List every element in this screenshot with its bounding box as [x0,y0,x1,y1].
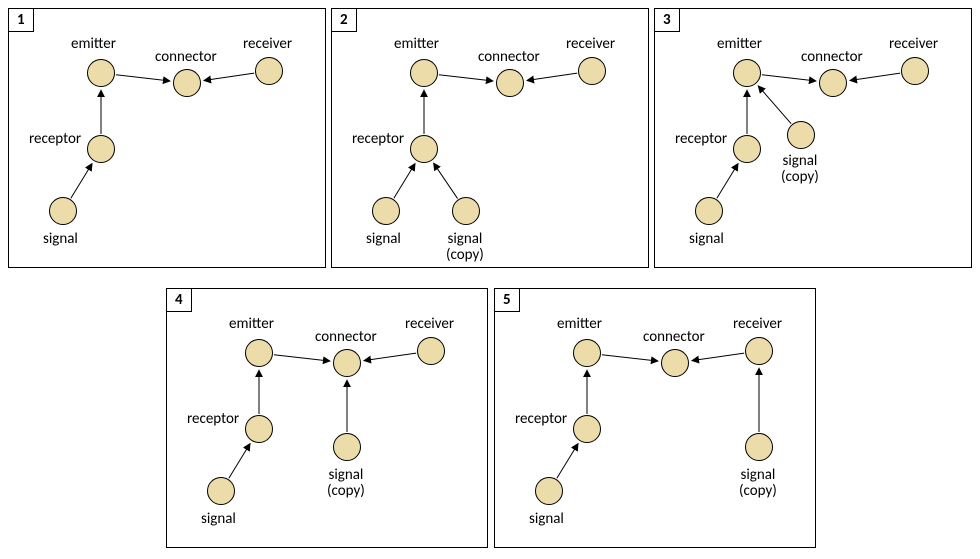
node-receptor [245,415,273,443]
node-emitter [87,59,115,87]
label-receiver: receiver [566,36,615,52]
edge-signal-to-receptor [71,163,92,198]
label-receiver: receiver [405,316,454,332]
label-receptor: receptor [352,131,404,147]
label-connector: connector [315,329,377,345]
edge-emitter-to-connector [274,355,330,361]
node-connector [496,69,524,97]
label-connector: connector [643,329,705,345]
label-signal: signal [529,511,564,527]
edge-signal-to-receptor [394,163,415,198]
panel-1: 1 emitter connector receiver receptor signal [8,8,326,268]
edge-signalcopy-to-receptor [434,163,458,199]
node-receiver [255,57,283,85]
edge-receiver-to-connector [364,353,416,360]
edge-signal-to-receptor [229,443,250,478]
node-signal [207,477,235,505]
node-signalcopy [333,433,361,461]
node-signal [372,197,400,225]
label-signal: signal [201,511,236,527]
node-connector [173,69,201,97]
label-connector: connector [801,49,863,65]
node-emitter [733,59,761,87]
panel-5: 5 emitter connector receiver receptor signal s… [494,288,816,548]
label-signal: signal [689,231,724,247]
label-emitter: emitter [394,36,439,52]
label-connector: connector [478,49,540,65]
node-receiver [745,337,773,365]
node-receiver [417,337,445,365]
panel-number: 1 [9,9,34,32]
label-receiver: receiver [243,36,292,52]
node-receptor [733,135,761,163]
node-connector [661,349,689,377]
node-connector [333,349,361,377]
node-receiver [578,57,606,85]
edge-emitter-to-connector [116,75,170,81]
label-connector: connector [155,49,217,65]
edge-emitter-to-connector [439,75,493,81]
label-signalcopy: signal (copy) [446,231,484,263]
label-receptor: receptor [675,131,727,147]
edge-emitter-to-connector [602,355,658,361]
label-signal: signal [366,231,401,247]
node-signal [535,477,563,505]
panel-4: 4 emitter connector receiver receptor signal s… [166,288,488,548]
panel-number: 5 [495,289,520,312]
label-emitter: emitter [717,36,762,52]
edge-signal-to-receptor [717,163,738,198]
edge-receiver-to-connector [850,73,900,80]
edge-receiver-to-connector [527,73,577,80]
edge-receiver-to-connector [692,353,744,360]
node-signalcopy [787,121,815,149]
node-emitter [245,339,273,367]
node-receiver [901,57,929,85]
label-receiver: receiver [889,36,938,52]
node-signal [49,197,77,225]
panel-number: 4 [167,289,192,312]
edge-emitter-to-connector [762,75,816,81]
node-emitter [410,59,438,87]
node-receptor [573,415,601,443]
label-emitter: emitter [557,316,602,332]
panel-number: 3 [655,9,680,32]
label-receptor: receptor [515,411,567,427]
node-signalcopy [452,197,480,225]
label-receptor: receptor [187,411,239,427]
panel-2: 2 emitter connector receiver receptor signal s… [331,8,649,268]
edge-receiver-to-connector [204,73,254,80]
label-signalcopy: signal (copy) [327,467,365,499]
edge-signalcopy-to-emitter [758,86,791,124]
node-receptor [87,135,115,163]
panel-number: 2 [332,9,357,32]
label-signal: signal [43,231,78,247]
label-signalcopy: signal (copy) [739,467,777,499]
label-receiver: receiver [733,316,782,332]
node-signalcopy [745,433,773,461]
panel-3: 3 emitter connector receiver receptor signal s… [654,8,972,268]
label-emitter: emitter [229,316,274,332]
node-signal [695,197,723,225]
label-emitter: emitter [71,36,116,52]
label-receptor: receptor [29,131,81,147]
node-connector [819,69,847,97]
edge-signal-to-receptor [557,443,578,478]
node-receptor [410,135,438,163]
node-emitter [573,339,601,367]
label-signalcopy: signal (copy) [781,153,819,185]
diagram-canvas: 1emitterconnectorreceiverreceptorsignal2… [0,0,980,559]
